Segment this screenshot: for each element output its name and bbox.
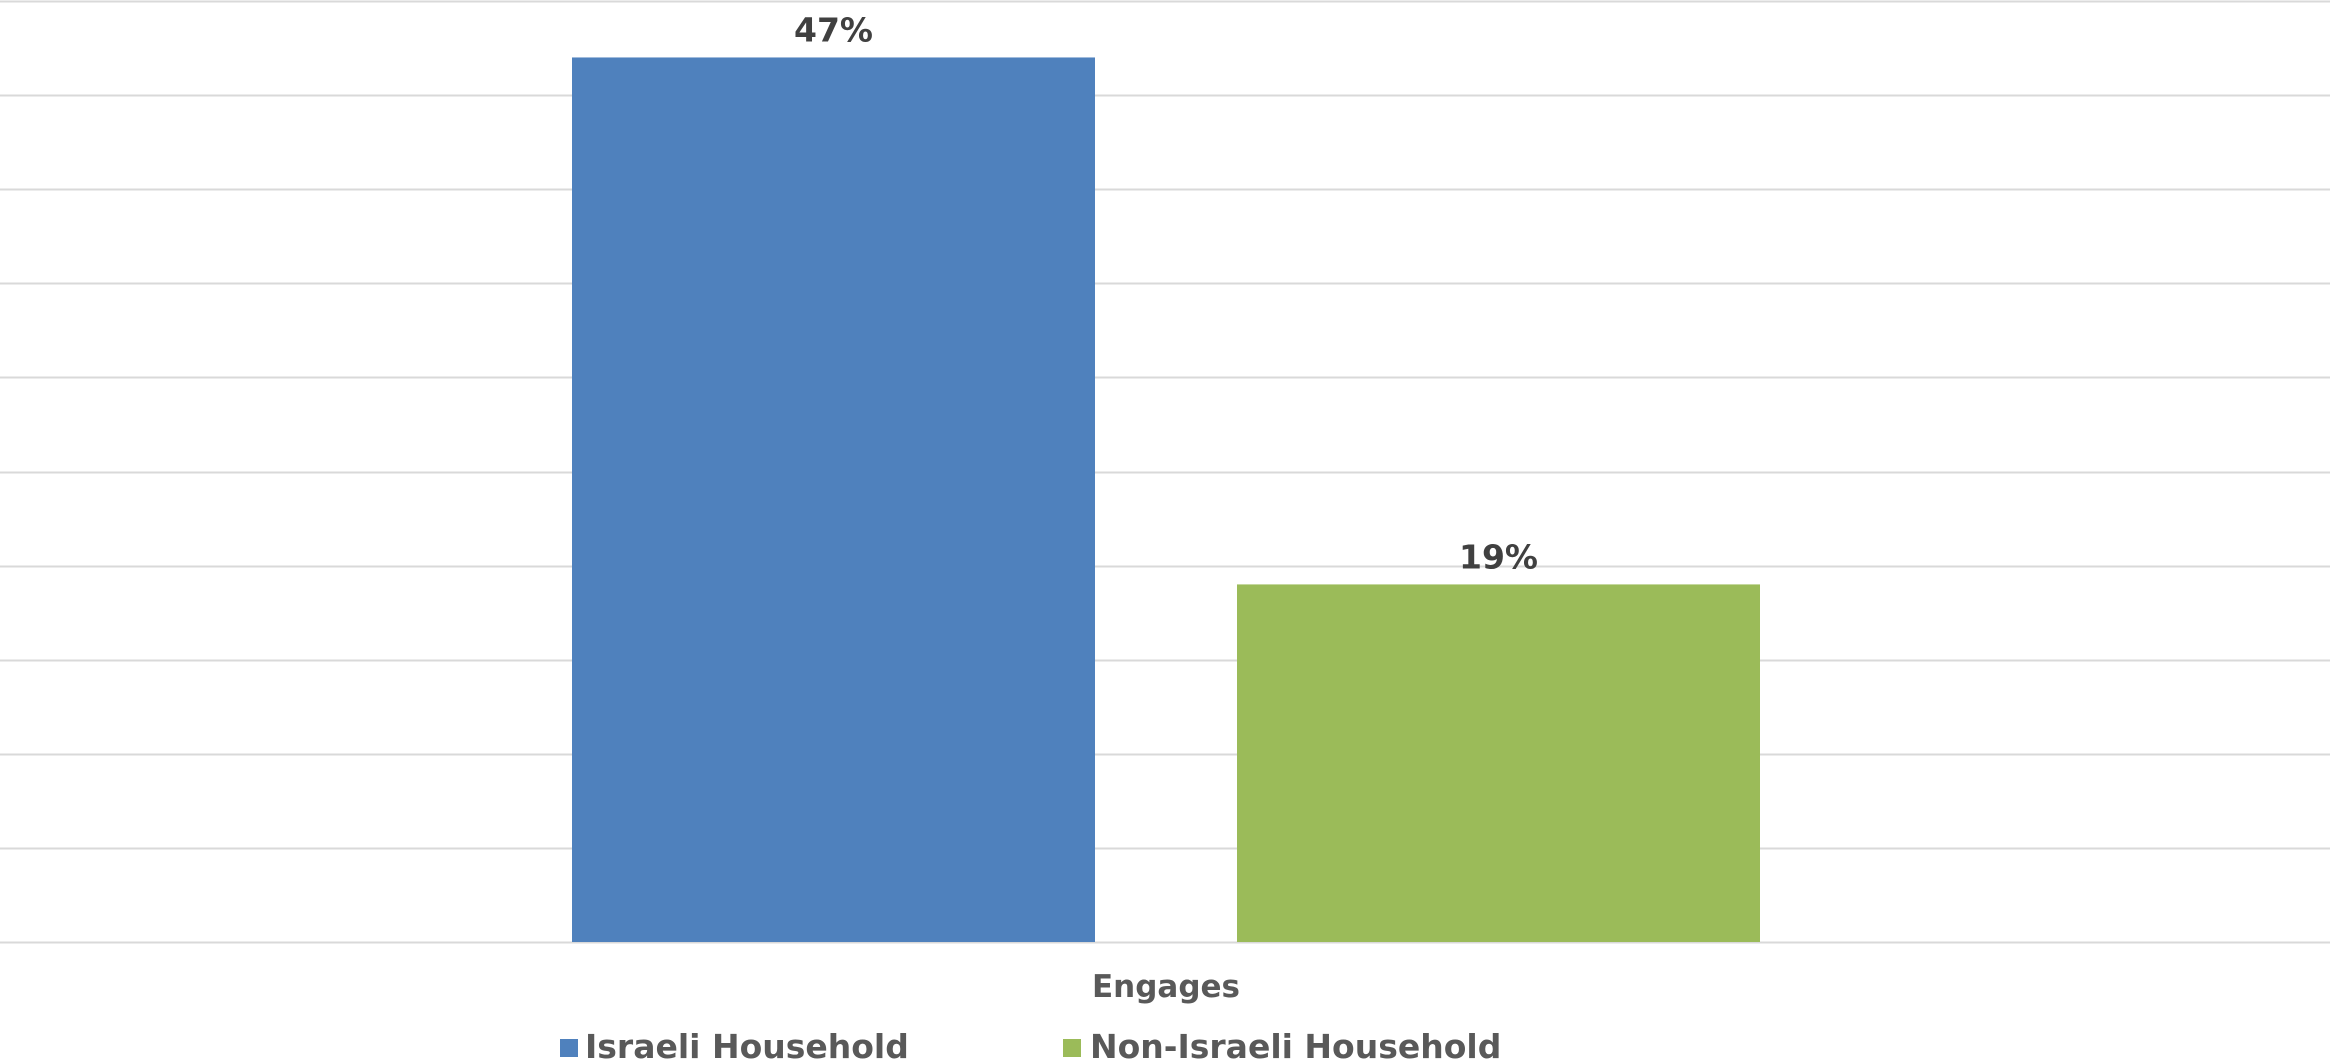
data-label: 47% [794, 10, 873, 49]
gridlines [0, 0, 2330, 944]
legend: Israeli Household Non-Israeli Household [560, 1027, 1501, 1061]
legend-item-non-israeli-household: Non-Israeli Household [1063, 1027, 1501, 1061]
legend-swatch [560, 1039, 578, 1057]
bars [572, 57, 1760, 942]
bar-non-israeli-household [1237, 584, 1760, 942]
legend-item-israeli-household: Israeli Household [560, 1027, 909, 1061]
data-labels: 47% 19% [794, 10, 1538, 576]
legend-swatch [1063, 1039, 1081, 1057]
bar-israeli-household [572, 57, 1095, 942]
data-label: 19% [1459, 537, 1538, 576]
legend-label: Israeli Household [585, 1027, 909, 1061]
legend-label: Non-Israeli Household [1090, 1027, 1501, 1061]
category-label: Engages [1092, 969, 1240, 1005]
